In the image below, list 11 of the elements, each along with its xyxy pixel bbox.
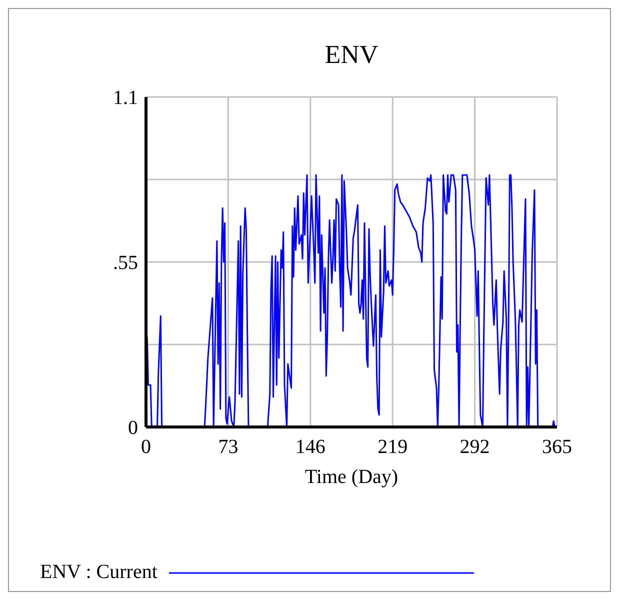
x-tick-label: 146 bbox=[295, 436, 326, 458]
y-tick-label: .55 bbox=[113, 252, 138, 274]
x-axis-title: Time (Day) bbox=[304, 466, 398, 488]
y-tick-label: 0 bbox=[128, 417, 138, 440]
x-tick-label: 73 bbox=[218, 436, 238, 458]
chart-title: ENV bbox=[324, 40, 380, 70]
x-tick-label: 365 bbox=[542, 436, 572, 458]
x-tick-label: 292 bbox=[460, 436, 490, 458]
y-tick-label: 1.1 bbox=[113, 87, 138, 110]
text: ENV : Current bbox=[40, 561, 158, 584]
x-tick-label: 219 bbox=[378, 436, 408, 458]
